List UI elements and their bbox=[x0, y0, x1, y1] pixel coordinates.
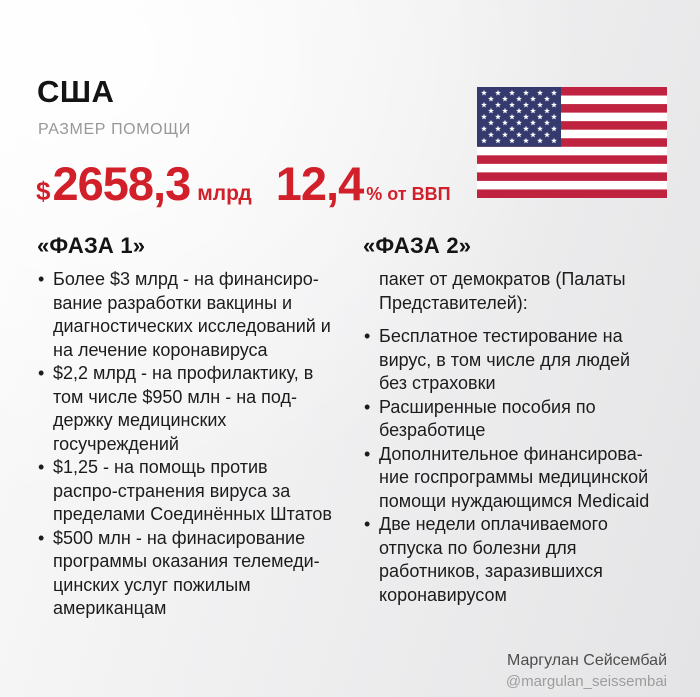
gdp-percent-value: 12,4 bbox=[275, 157, 364, 210]
phase-columns: «ФАЗА 1» Более $3 млрд - на финансиро-ва… bbox=[37, 233, 658, 621]
attribution: Маргулан Сейсембай @margulan_seissembai bbox=[506, 652, 667, 690]
aid-stats: $ 2658,3 млрд 12,4 % от ВВП bbox=[36, 156, 451, 211]
phase2-item: Бесплатное тестирование на вирус, в том … bbox=[363, 325, 658, 396]
currency-symbol: $ bbox=[36, 176, 51, 206]
phase1-list: Более $3 млрд - на финансиро-вание разра… bbox=[37, 268, 332, 621]
us-flag-svg bbox=[477, 87, 667, 198]
phase2-item: Дополнительное финансирова-ние госпрогра… bbox=[363, 443, 658, 514]
aid-amount: 2658,3 bbox=[52, 157, 191, 210]
phase2-subtitle: пакет от демократов (Палаты Представител… bbox=[379, 269, 626, 313]
phase1-item: $1,25 - на помощь против распро-странени… bbox=[37, 456, 332, 527]
phase2-title: «ФАЗА 2» bbox=[363, 233, 472, 258]
author-handle: @margulan_seissembai bbox=[505, 673, 667, 690]
phase1-item: $500 млн - на финасирование программы ок… bbox=[37, 527, 332, 621]
aid-amount-unit: млрд bbox=[197, 182, 252, 205]
author-name: Маргулан Сейсембай bbox=[506, 652, 667, 669]
gdp-percent-suffix: % от ВВП bbox=[366, 184, 451, 204]
us-flag-icon bbox=[477, 87, 667, 198]
phase1-section: «ФАЗА 1» Более $3 млрд - на финансиро-ва… bbox=[37, 233, 332, 621]
phase2-item: Расширенные пособия по безработице bbox=[363, 396, 658, 443]
phase2-list: Бесплатное тестирование на вирус, в том … bbox=[363, 325, 658, 607]
aid-size-label: РАЗМЕР ПОМОЩИ bbox=[38, 121, 191, 138]
phase2-item: Две недели оплачиваемого отпуска по боле… bbox=[363, 513, 658, 607]
phase1-item: Более $3 млрд - на финансиро-вание разра… bbox=[37, 268, 332, 362]
phase1-item: $2,2 млрд - на профилактику, в том числе… bbox=[37, 362, 332, 456]
country-title: США bbox=[37, 74, 115, 109]
phase1-title: «ФАЗА 1» bbox=[37, 233, 146, 258]
phase2-section: «ФАЗА 2» пакет от демократов (Палаты Пре… bbox=[363, 233, 658, 621]
